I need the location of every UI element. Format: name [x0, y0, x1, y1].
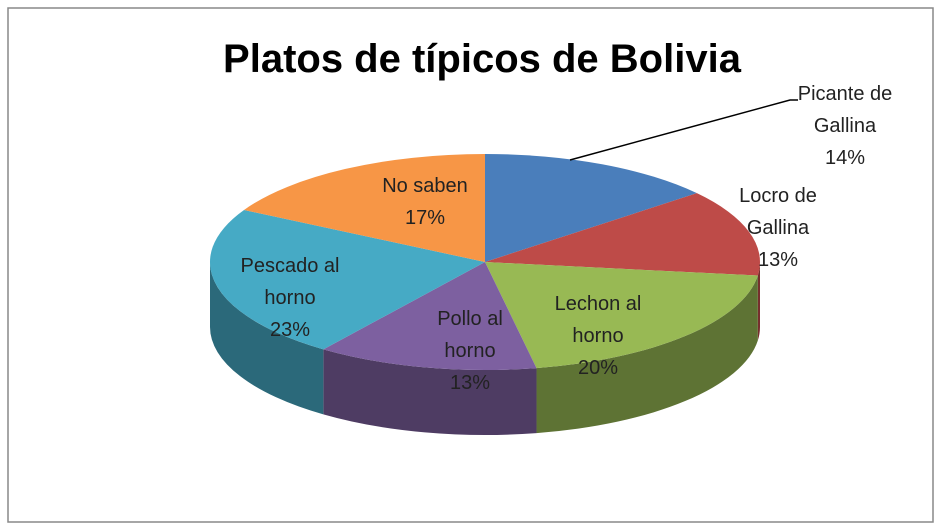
data-label-value: 13%	[450, 372, 490, 394]
data-label-name: Lechon al horno	[555, 293, 642, 347]
data-label-name: Pescado al horno	[241, 255, 340, 309]
slice	[485, 154, 697, 262]
data-label-name: Picante de Gallina	[798, 83, 893, 137]
data-label-name: Pollo al horno	[437, 308, 503, 362]
data-label-value: 13%	[758, 249, 798, 271]
data-label-value: 14%	[825, 147, 865, 169]
leader-line	[569, 99, 798, 161]
slice-side	[757, 262, 760, 341]
data-label-name: Locro de Gallina	[739, 185, 817, 239]
slice-side	[536, 275, 758, 434]
slice	[323, 262, 537, 370]
data-label-name: No saben	[382, 175, 468, 197]
slice-side	[210, 262, 324, 415]
data-label-value: 23%	[270, 319, 310, 341]
slice-side	[323, 349, 537, 435]
chart-title: Platos de típicos de Bolivia	[223, 37, 742, 81]
slice	[244, 154, 485, 262]
data-label-value: 20%	[578, 357, 618, 379]
slice	[485, 193, 760, 276]
slice	[210, 209, 486, 350]
slice	[485, 262, 758, 369]
data-label-value: 17%	[405, 207, 445, 229]
